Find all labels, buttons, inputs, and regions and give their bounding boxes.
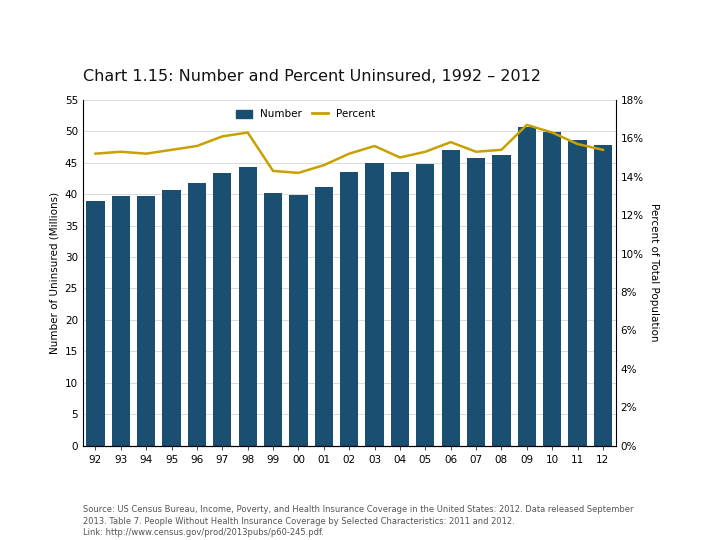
Text: Source: US Census Bureau, Income, Poverty, and Health Insurance Coverage in the : Source: US Census Bureau, Income, Povert… bbox=[83, 505, 634, 537]
Bar bbox=[467, 158, 485, 446]
Bar bbox=[594, 145, 612, 446]
Bar bbox=[543, 132, 562, 445]
Bar bbox=[441, 150, 460, 445]
Text: Chart 1.15: Number and Percent Uninsured, 1992 – 2012: Chart 1.15: Number and Percent Uninsured… bbox=[83, 69, 541, 84]
Text: Trends in the Overall Health Care Market: Trends in the Overall Health Care Market bbox=[10, 39, 182, 48]
Bar bbox=[568, 140, 587, 446]
Bar bbox=[340, 172, 359, 445]
Bar bbox=[315, 187, 333, 445]
Bar bbox=[264, 193, 282, 446]
Bar bbox=[391, 172, 409, 445]
Text: TRENDWATCH CHARTBOOK 2014: TRENDWATCH CHARTBOOK 2014 bbox=[10, 12, 189, 22]
Bar bbox=[163, 191, 181, 446]
Bar bbox=[366, 163, 384, 446]
Bar bbox=[289, 195, 307, 446]
Bar bbox=[416, 164, 434, 446]
Bar bbox=[188, 184, 206, 446]
Bar bbox=[213, 173, 231, 445]
Y-axis label: Percent of Total Population: Percent of Total Population bbox=[649, 204, 659, 342]
Legend: Number, Percent: Number, Percent bbox=[232, 105, 379, 124]
Bar bbox=[112, 196, 130, 446]
Y-axis label: Number of Uninsured (Millions): Number of Uninsured (Millions) bbox=[49, 192, 59, 354]
Bar bbox=[492, 154, 510, 445]
Bar bbox=[518, 127, 536, 445]
Bar bbox=[86, 201, 104, 446]
Bar bbox=[137, 196, 156, 446]
Bar bbox=[238, 167, 257, 446]
